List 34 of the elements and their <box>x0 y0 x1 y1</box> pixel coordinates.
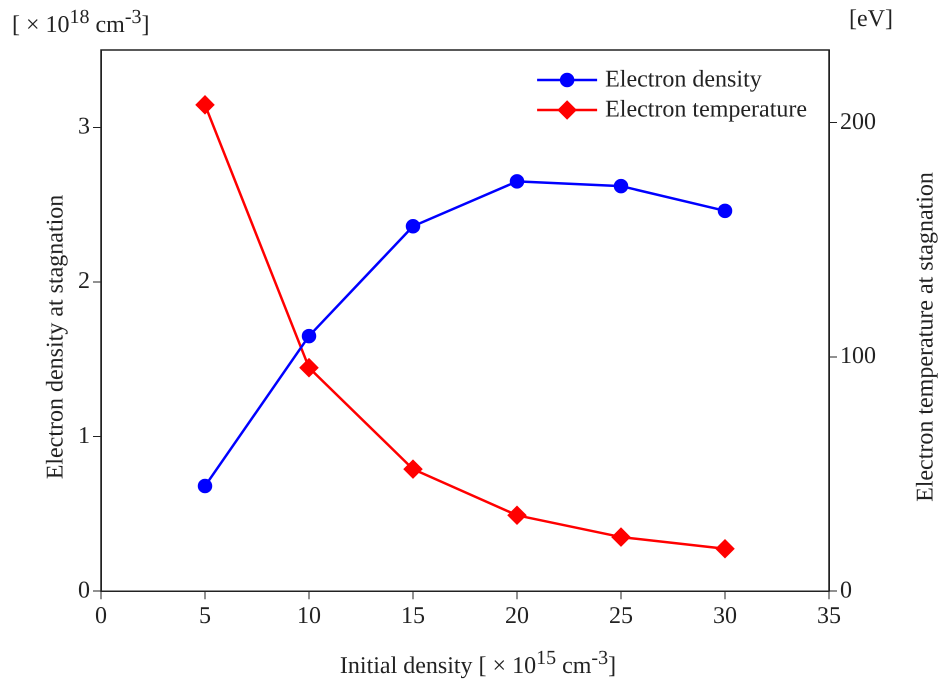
y2-axis-title: Electron temperature at stagnation <box>912 172 939 502</box>
point <box>302 328 316 344</box>
x-axis-title: Initial density [ × 10$^{15}$ cm$^{-3}$] <box>340 647 616 680</box>
text: [ × 10$^{18}$ cm$^{-3}$] <box>12 6 150 39</box>
y-tick-label: 0 <box>78 577 90 604</box>
point <box>614 178 628 194</box>
x-tick-label: 15 <box>401 602 425 629</box>
y2-tick-label: 0 <box>840 577 852 604</box>
x-tick-label: 10 <box>297 602 321 629</box>
x-tick-label: 0 <box>95 602 107 629</box>
y2-tick-label: 100 <box>840 343 876 370</box>
point <box>716 540 734 558</box>
point <box>404 460 422 478</box>
y-tick-label: 1 <box>78 422 90 449</box>
point <box>508 506 526 525</box>
point <box>612 528 630 546</box>
x-tick-label: 25 <box>609 602 633 629</box>
legend-label: Electron temperature <box>605 96 807 122</box>
point <box>300 358 318 377</box>
x-tick-label: 30 <box>713 602 737 629</box>
point <box>406 219 420 234</box>
x-tick-label: 35 <box>817 602 841 629</box>
y-axis-title: Electron density at stagnation <box>42 194 70 480</box>
point <box>718 204 732 218</box>
y2-tick-label: 200 <box>840 108 876 135</box>
y-tick-label: 3 <box>78 114 90 140</box>
point <box>196 96 214 114</box>
x-tick-label: 5 <box>199 602 211 629</box>
y-tick-label: 2 <box>78 268 90 294</box>
point <box>198 478 212 494</box>
legend-label: Electron density <box>605 66 762 92</box>
x-tick-label: 20 <box>505 602 529 629</box>
text: [eV] <box>849 6 893 33</box>
point <box>510 174 524 189</box>
